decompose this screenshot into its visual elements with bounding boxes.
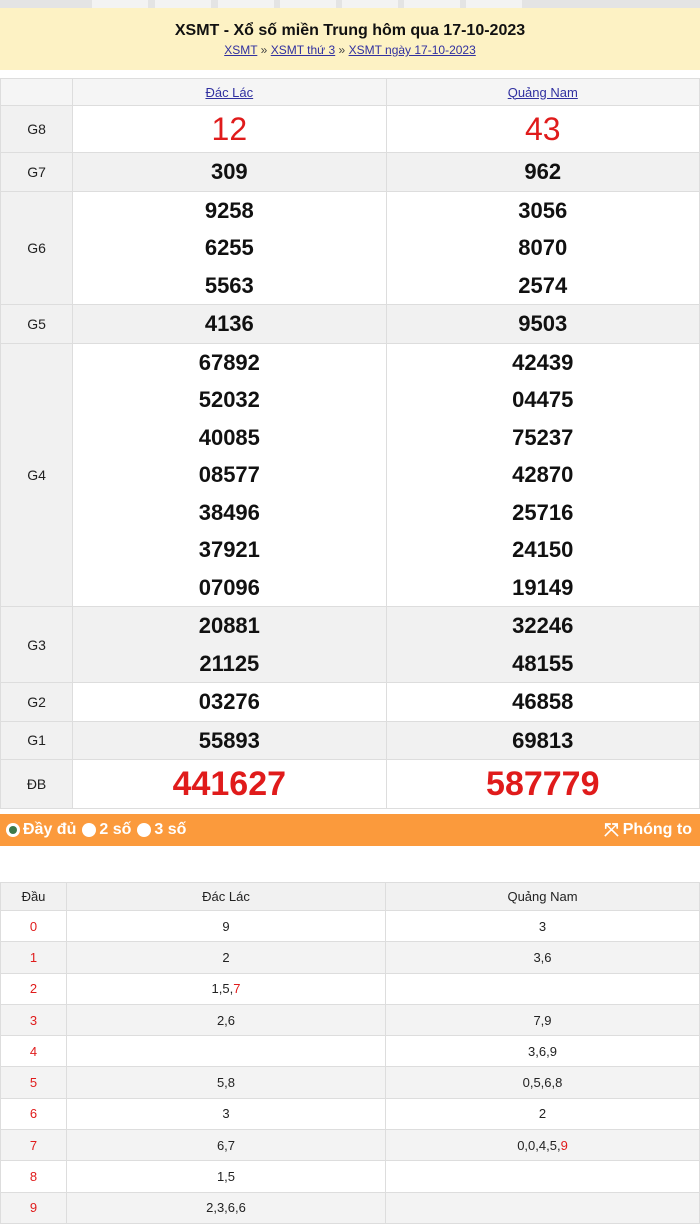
- loto-row: 8 1,5: [0, 1160, 700, 1193]
- prize-number: 3056: [518, 197, 568, 223]
- tab[interactable]: [155, 0, 211, 8]
- prize-number: 43: [524, 111, 561, 147]
- radio-icon[interactable]: [137, 823, 152, 837]
- tab[interactable]: [404, 0, 460, 8]
- tab[interactable]: [466, 0, 522, 8]
- prize-label: ĐB: [0, 759, 74, 809]
- breadcrumb-xsmt[interactable]: XSMT: [224, 43, 258, 57]
- tab[interactable]: [280, 0, 336, 8]
- loto-row: 3 2,6 7,9: [0, 1003, 700, 1037]
- prize-number: 5563: [204, 272, 254, 298]
- prize-label: G7: [0, 152, 74, 192]
- prize-number: 32246: [512, 613, 574, 638]
- prize-number: 4136: [204, 311, 254, 336]
- zoom-button[interactable]: ⤧ Phóng to: [604, 819, 692, 840]
- prize-number: 2574: [518, 272, 568, 298]
- breadcrumb-weekday[interactable]: XSMT thứ 3: [270, 43, 336, 57]
- breadcrumb-date[interactable]: XSMT ngày 17-10-2023: [348, 43, 476, 57]
- tab[interactable]: [218, 0, 274, 8]
- prize-row-ĐB: ĐB 441627 587779: [0, 759, 700, 809]
- prize-number: 67892: [198, 349, 260, 375]
- loto-row: 2 1,5,7: [0, 972, 700, 1005]
- prize-label: G1: [0, 720, 74, 760]
- radio-selected-icon[interactable]: [6, 823, 20, 837]
- prize-number: 962: [524, 159, 562, 184]
- loto-row: 7 6,7 0,0,4,5,9: [0, 1129, 700, 1162]
- loto-row: 4 3,6,9: [0, 1035, 700, 1068]
- loto-row: 0 9 3: [0, 909, 700, 943]
- prize-number: 25716: [512, 499, 574, 525]
- prize-row-G5: G5 4136 9503: [0, 304, 700, 344]
- prize-label: G4: [0, 342, 74, 607]
- prize-number: 42439: [512, 349, 574, 375]
- prize-number: 48155: [512, 650, 574, 676]
- prize-number: 08577: [198, 462, 260, 487]
- prize-row-G6: G6 9258 6255 5563 3056 8070 2574: [0, 190, 700, 305]
- prize-row-G1: G1 55893 69813: [0, 720, 700, 760]
- results-table: Đác Lác Quảng Nam G8 12 43 G7 309 962 G6 9258 62…: [0, 78, 700, 809]
- radio-icon[interactable]: [82, 823, 97, 837]
- prize-number: 8070: [518, 235, 568, 260]
- top-tabs: [0, 0, 700, 8]
- prize-number: 37921: [198, 537, 260, 562]
- prize-number: 309: [210, 159, 248, 184]
- prize-number: 40085: [198, 424, 260, 450]
- prize-label: G5: [0, 304, 74, 344]
- province-link-daclac[interactable]: Đác Lác: [205, 84, 254, 100]
- results-header: XSMT - Xổ số miền Trung hôm qua 17-10-20…: [0, 8, 700, 70]
- tab[interactable]: [342, 0, 398, 8]
- prize-label: G3: [0, 606, 74, 683]
- prize-number: 20881: [198, 613, 260, 638]
- prize-row-G3: G3 20881 21125 32246 48155: [0, 606, 700, 683]
- prize-number: 24150: [512, 537, 574, 562]
- prize-number: 04475: [512, 387, 574, 412]
- breadcrumb: XSMT » XSMT thứ 3 » XSMT ngày 17-10-2023: [224, 43, 476, 57]
- loto-row: 9 2,3,6,6: [0, 1191, 700, 1224]
- prize-label: G8: [0, 105, 74, 153]
- option-3-digits[interactable]: 3 số: [137, 821, 186, 839]
- province-link-quangnam[interactable]: Quảng Nam: [507, 84, 578, 100]
- prize-number: 19149: [512, 574, 574, 600]
- loto-row: 1 2 3,6: [0, 941, 700, 974]
- prize-number: 9258: [204, 197, 254, 223]
- prize-number: 12: [211, 111, 248, 147]
- prize-number: 03276: [198, 689, 260, 714]
- prize-number: 52032: [198, 387, 260, 412]
- loto-row: 5 5,8 0,5,6,8: [0, 1066, 700, 1099]
- prize-number: 9503: [518, 311, 568, 336]
- page-title: XSMT - Xổ số miền Trung hôm qua 17-10-20…: [174, 22, 526, 39]
- prize-row-G7: G7 309 962: [0, 152, 700, 192]
- prize-number: 69813: [512, 727, 574, 753]
- prize-number: 07096: [198, 574, 260, 600]
- display-options-bar: Đầy đủ 2 số 3 số ⤧ Phóng to: [0, 814, 700, 846]
- prize-label: G6: [0, 190, 74, 305]
- loto-row: 6 3 2: [0, 1097, 700, 1131]
- prize-number: 21125: [199, 650, 260, 676]
- prize-number: 587779: [486, 765, 600, 803]
- prize-number: 46858: [512, 689, 574, 714]
- prize-row-G8: G8 12 43: [0, 105, 700, 153]
- prize-number: 42870: [512, 462, 574, 487]
- prize-number: 75237: [512, 424, 574, 450]
- prize-number: 55893: [198, 727, 260, 753]
- prize-label: G2: [0, 682, 74, 722]
- option-2-digits[interactable]: 2 số: [82, 821, 131, 839]
- tab[interactable]: [92, 0, 148, 8]
- prize-row-G4: G4 67892 52032 40085 08577 38496 37921 07096 424…: [0, 342, 700, 607]
- prize-number: 6255: [204, 235, 254, 260]
- prize-number: 441627: [172, 765, 287, 803]
- option-full[interactable]: Đầy đủ: [6, 821, 76, 839]
- prize-number: 38496: [198, 499, 260, 525]
- expand-icon: ⤧: [604, 819, 619, 840]
- prize-row-G2: G2 03276 46858: [0, 682, 700, 722]
